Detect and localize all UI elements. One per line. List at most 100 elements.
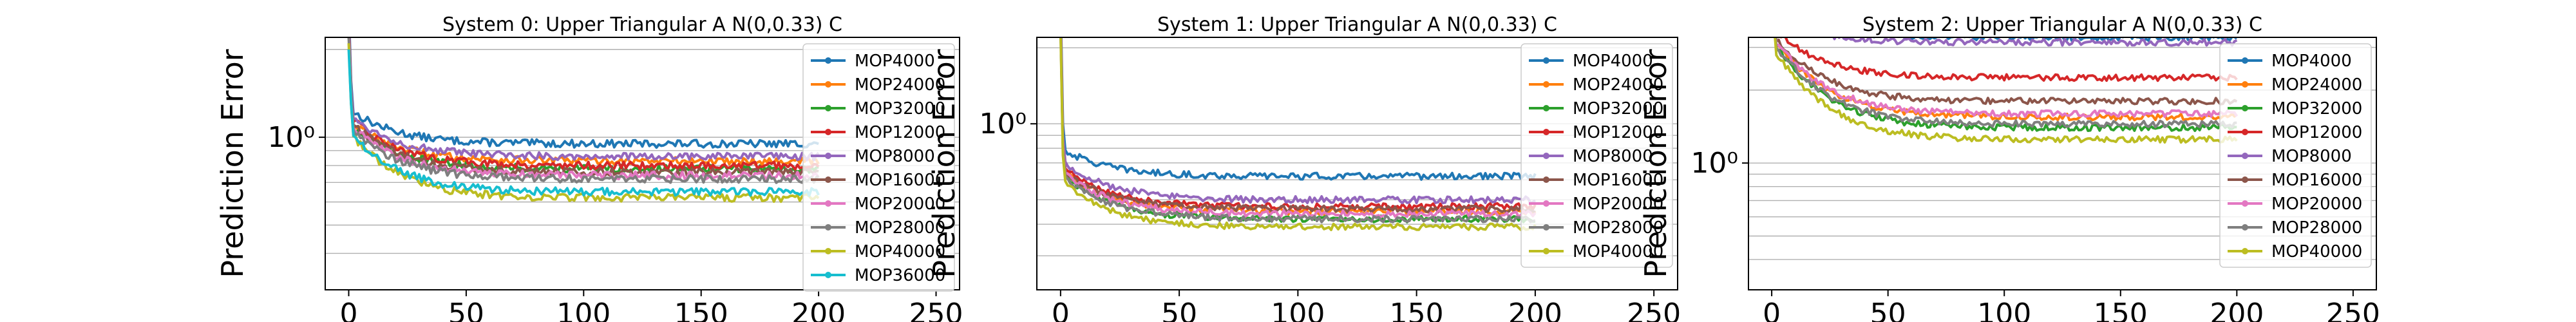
chart-title: System 1: Upper Triangular A N(0,0.33) C bbox=[1157, 14, 1557, 36]
x-tick-label: 200 bbox=[791, 298, 846, 322]
legend-entry: MOP16000 bbox=[855, 171, 945, 190]
x-tick-label: 200 bbox=[1508, 298, 1562, 322]
legend-entry: MOP32000 bbox=[1573, 99, 1663, 118]
legend-marker bbox=[825, 224, 831, 231]
legend-marker bbox=[2242, 153, 2248, 159]
legend-entry: MOP36000 bbox=[855, 266, 945, 285]
legend-box bbox=[2219, 43, 2372, 268]
legend-marker bbox=[1543, 200, 1549, 207]
legend-box bbox=[802, 43, 955, 292]
x-tick-label: 150 bbox=[1390, 298, 1444, 322]
legend-entry: MOP40000 bbox=[1573, 242, 1663, 261]
legend-marker bbox=[1543, 176, 1549, 183]
y-tick-label: 10⁰ bbox=[1690, 147, 1738, 180]
legend-marker bbox=[825, 248, 831, 254]
series-line-mop16000 bbox=[348, 37, 819, 178]
legend-entry: MOP12000 bbox=[855, 123, 945, 142]
legend-marker bbox=[2242, 200, 2248, 207]
x-tick-label: 250 bbox=[1627, 298, 1681, 322]
series-line-mop40000 bbox=[1772, 37, 2238, 144]
legend-entry: MOP20000 bbox=[855, 194, 945, 214]
x-tick-label: 100 bbox=[1977, 298, 2031, 322]
legend-entry: MOP24000 bbox=[1573, 75, 1663, 95]
legend-entry: MOP28000 bbox=[1573, 218, 1663, 238]
y-tick-label: 10⁰ bbox=[979, 108, 1027, 140]
x-tick-label: 200 bbox=[2210, 298, 2264, 322]
legend-marker bbox=[2242, 105, 2248, 111]
plot-frame bbox=[325, 37, 960, 290]
legend-marker bbox=[1543, 153, 1549, 159]
legend-entry: MOP8000 bbox=[2271, 147, 2352, 166]
legend-entry: MOP28000 bbox=[855, 218, 945, 238]
series-line-mop28000 bbox=[1774, 37, 2237, 129]
legend-marker bbox=[825, 272, 831, 278]
series-line-mop12000 bbox=[348, 37, 820, 171]
legend-entry: MOP12000 bbox=[1573, 123, 1663, 142]
series-line-mop8000 bbox=[348, 37, 820, 162]
y-axis-label: Prediction Error bbox=[1638, 49, 1673, 278]
legend-marker bbox=[2242, 248, 2248, 254]
legend-entry: MOP8000 bbox=[1573, 147, 1653, 166]
legend-marker bbox=[1543, 81, 1549, 88]
series-line-mop20000 bbox=[1774, 37, 2239, 118]
legend-marker bbox=[2242, 224, 2248, 231]
legend-entry: MOP12000 bbox=[2271, 123, 2362, 142]
chart-panel-0: 0 50 100 150 200 250 10⁰ Prediction Error System… bbox=[215, 14, 963, 322]
legend-entry: MOP32000 bbox=[2271, 99, 2362, 118]
legend: MOP4000 MOP24000 MOP32000 MOP12000 MOP8000 MO… bbox=[802, 43, 955, 292]
series-line-mop4000 bbox=[1873, 37, 2238, 42]
series-lines bbox=[1772, 37, 2239, 144]
legend-marker bbox=[1543, 105, 1549, 111]
x-tick-label: 150 bbox=[674, 298, 728, 322]
legend-entry: MOP4000 bbox=[855, 52, 935, 71]
legend-marker bbox=[2242, 129, 2248, 135]
series-line-mop12000 bbox=[1778, 37, 2238, 82]
series-line-mop12000 bbox=[1059, 37, 1537, 211]
series-line-mop36000 bbox=[347, 49, 820, 197]
series-lines bbox=[1059, 37, 1537, 232]
legend-marker bbox=[825, 57, 831, 64]
legend-entry: MOP28000 bbox=[2271, 218, 2362, 238]
series-line-mop28000 bbox=[347, 37, 819, 184]
chart-title: System 2: Upper Triangular A N(0,0.33) C bbox=[1862, 14, 2262, 36]
legend-marker bbox=[825, 153, 831, 159]
legend: MOP4000 MOP24000 MOP32000 MOP12000 MOP8000 MO… bbox=[1520, 43, 1673, 268]
series-line-mop40000 bbox=[1059, 37, 1537, 232]
x-tick-label: 250 bbox=[2326, 298, 2380, 322]
series-line-mop24000 bbox=[1059, 37, 1537, 216]
legend-entry: MOP24000 bbox=[855, 75, 945, 95]
legend-marker bbox=[1543, 248, 1549, 254]
x-tick-label: 0 bbox=[1763, 298, 1781, 322]
chart-panel-2: 0 50 100 150 200 250 10⁰ Prediction Error System… bbox=[1638, 14, 2380, 322]
legend-marker bbox=[825, 200, 831, 207]
series-line-mop16000 bbox=[1059, 37, 1536, 214]
legend-marker bbox=[825, 105, 831, 111]
x-tick-label: 50 bbox=[1161, 298, 1197, 322]
x-tick-label: 250 bbox=[909, 298, 963, 322]
legend-entry: MOP16000 bbox=[2271, 171, 2362, 190]
legend-marker bbox=[1543, 224, 1549, 231]
chart-title: System 0: Upper Triangular A N(0,0.33) C bbox=[442, 14, 842, 36]
legend-entry: MOP20000 bbox=[2271, 194, 2362, 214]
x-tick-label: 150 bbox=[2094, 298, 2148, 322]
legend-marker bbox=[825, 129, 831, 135]
legend-marker bbox=[2242, 57, 2248, 64]
legend-entry: MOP8000 bbox=[855, 147, 935, 166]
legend-entry: MOP4000 bbox=[2271, 52, 2352, 71]
legend-entry: MOP4000 bbox=[1573, 52, 1653, 71]
legend-marker bbox=[2242, 81, 2248, 88]
legend-marker bbox=[1543, 129, 1549, 135]
series-line-mop4000 bbox=[348, 37, 819, 149]
legend-entry: MOP24000 bbox=[2271, 75, 2362, 95]
legend-entry: MOP16000 bbox=[1573, 171, 1663, 190]
legend: MOP4000 MOP24000 MOP32000 MOP12000 MOP8000 MO… bbox=[2219, 43, 2372, 268]
series-line-mop8000 bbox=[1059, 37, 1537, 205]
x-tick-label: 0 bbox=[1052, 298, 1070, 322]
series-line-mop8000 bbox=[1832, 37, 2238, 47]
series-line-mop4000 bbox=[1059, 37, 1537, 181]
series-lines bbox=[347, 37, 820, 204]
legend-entry: MOP20000 bbox=[1573, 194, 1663, 214]
x-tick-label: 50 bbox=[448, 298, 484, 322]
y-axis-label: Prediction Error bbox=[215, 49, 250, 278]
